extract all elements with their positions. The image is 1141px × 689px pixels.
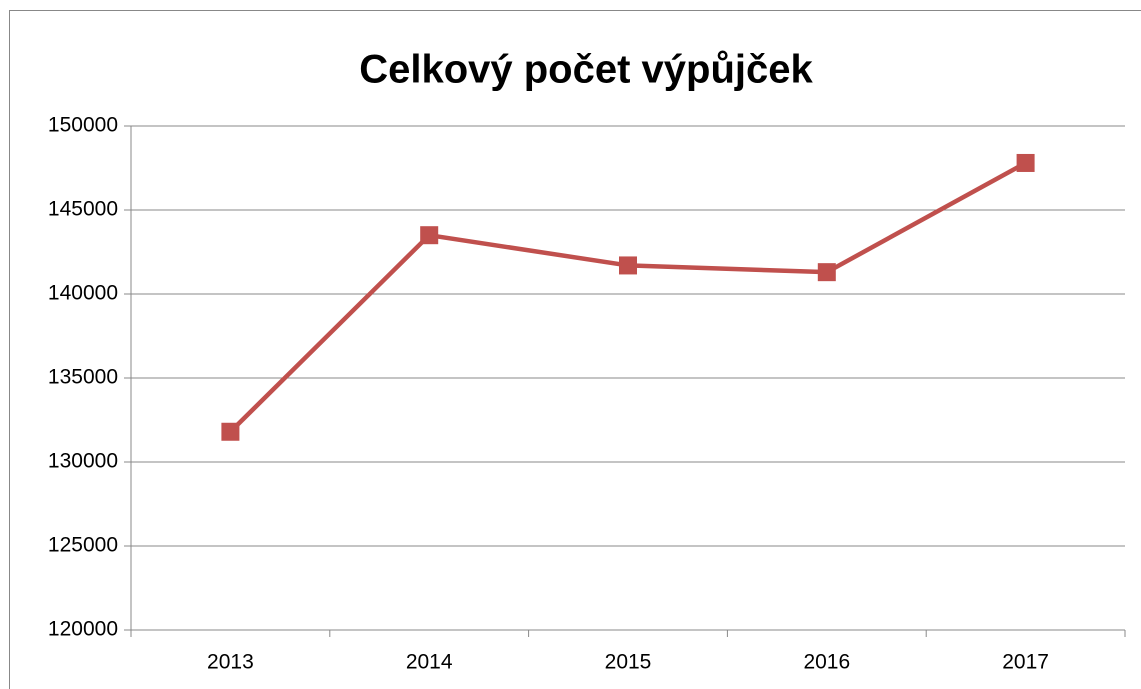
- marker: [1016, 153, 1035, 172]
- chart-title: Celkový počet výpůjček: [359, 48, 813, 92]
- marker: [817, 263, 836, 282]
- y-tick-label: 135000: [48, 366, 118, 389]
- marker: [221, 422, 240, 441]
- y-tick-label: 140000: [48, 282, 118, 305]
- marker: [619, 256, 637, 275]
- y-tick-label: 120000: [48, 618, 118, 641]
- x-tick-label: 2015: [605, 651, 652, 674]
- x-tick-label: 2013: [207, 651, 254, 674]
- marker: [420, 226, 439, 245]
- chart-border: [9, 10, 1141, 689]
- y-tick-label: 150000: [48, 114, 118, 137]
- x-tick-label: 2017: [1002, 651, 1049, 674]
- y-tick-label: 145000: [48, 198, 118, 221]
- y-tick-label: 130000: [48, 450, 118, 473]
- x-tick-label: 2014: [406, 651, 453, 674]
- x-tick-label: 2016: [803, 651, 850, 674]
- y-tick-label: 125000: [48, 534, 118, 557]
